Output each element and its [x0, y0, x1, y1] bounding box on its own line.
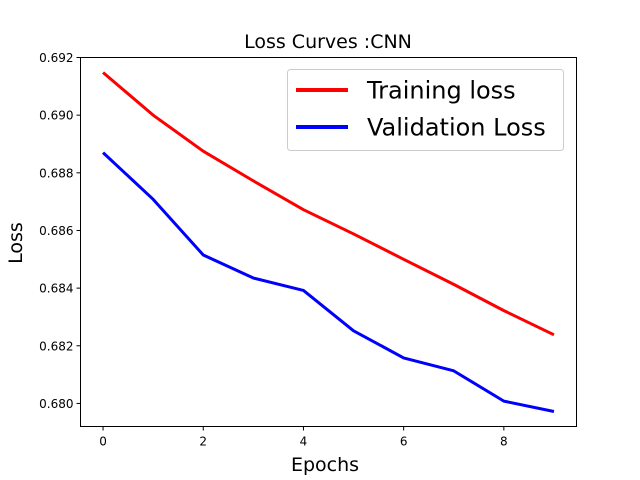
data-point — [302, 289, 305, 292]
data-point — [202, 150, 205, 153]
data-point — [152, 198, 155, 201]
x-tick-label: 0 — [99, 435, 107, 449]
data-point — [452, 283, 455, 286]
data-point — [102, 71, 105, 74]
data-point — [502, 309, 505, 312]
data-point — [502, 400, 505, 403]
legend-label-1: Training loss — [366, 77, 516, 105]
legend: Training loss Validation Loss — [287, 69, 564, 151]
data-point — [552, 333, 555, 336]
x-axis-label: Epochs — [291, 454, 359, 476]
series-line-2 — [102, 151, 555, 413]
y-tick-label: 0.680 — [39, 397, 73, 411]
series-layer — [102, 71, 555, 413]
y-tick-label: 0.688 — [39, 166, 73, 180]
data-point — [552, 410, 555, 413]
y-axis-ticks: 0.680 0.682 0.684 0.686 0.688 0.690 0.692 — [39, 51, 81, 411]
data-point — [452, 369, 455, 372]
data-point — [402, 258, 405, 261]
legend-label-2: Validation Loss — [367, 114, 546, 142]
data-point — [152, 114, 155, 117]
legend-box — [287, 69, 564, 151]
x-tick-label: 4 — [300, 435, 308, 449]
axes-frame — [80, 57, 577, 427]
plot-area — [80, 57, 577, 427]
y-tick-label: 0.682 — [39, 339, 73, 353]
x-tick-label: 8 — [500, 435, 508, 449]
data-point — [252, 277, 255, 280]
data-point — [202, 253, 205, 256]
x-tick-label: 2 — [199, 435, 207, 449]
data-point — [252, 179, 255, 182]
chart-title: Loss Curves :CNN — [244, 31, 412, 53]
data-point — [352, 232, 355, 235]
y-tick-label: 0.686 — [39, 224, 73, 238]
data-point — [302, 208, 305, 211]
x-tick-label: 6 — [400, 435, 408, 449]
y-axis-label: Loss — [5, 222, 27, 264]
data-point — [102, 151, 105, 154]
series-line-1 — [102, 71, 555, 337]
data-point — [402, 356, 405, 359]
data-point — [352, 329, 355, 332]
x-axis-ticks: 0 2 4 6 8 — [99, 426, 508, 449]
y-tick-label: 0.684 — [39, 282, 73, 296]
y-tick-label: 0.692 — [39, 51, 73, 65]
y-tick-label: 0.690 — [39, 109, 73, 123]
